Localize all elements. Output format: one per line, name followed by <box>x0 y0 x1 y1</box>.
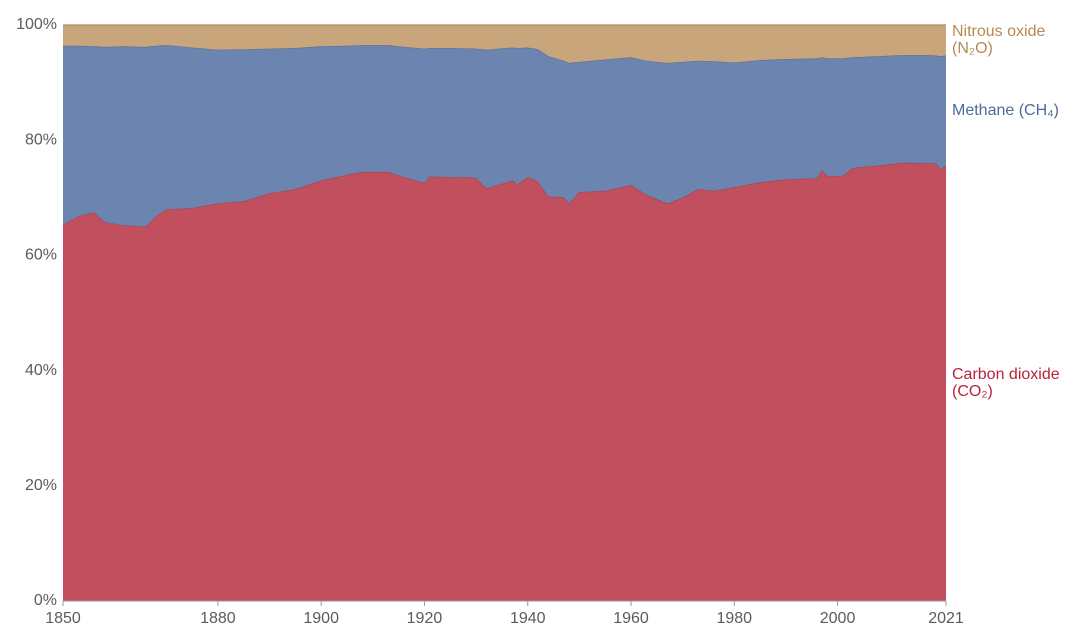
series-label: Methane (CH₄) <box>952 102 1060 120</box>
y-tick-label: 60% <box>25 247 57 264</box>
x-tick-label: 2021 <box>928 610 964 627</box>
y-tick-label: 0% <box>34 592 57 609</box>
x-tick-label: 1920 <box>407 610 443 627</box>
y-tick-label: 80% <box>25 131 57 148</box>
x-tick-label: 1960 <box>613 610 649 627</box>
x-tick-label: 1940 <box>510 610 546 627</box>
y-tick-label: 40% <box>25 362 57 379</box>
x-tick-label: 1980 <box>716 610 752 627</box>
area-edge <box>62 162 947 228</box>
y-tick-label: 20% <box>25 477 57 494</box>
x-tick-label: 1850 <box>45 610 81 627</box>
area <box>63 45 946 227</box>
series-label: Nitrous oxide (N₂O) <box>952 23 1046 58</box>
series-label: Carbon dioxide (CO₂) <box>952 366 1060 401</box>
x-tick-label: 2000 <box>820 610 856 627</box>
area <box>63 25 946 64</box>
y-tick-label: 100% <box>16 16 57 33</box>
x-tick-label: 1880 <box>200 610 236 627</box>
x-tick-label: 1900 <box>303 610 339 627</box>
area <box>63 162 946 601</box>
